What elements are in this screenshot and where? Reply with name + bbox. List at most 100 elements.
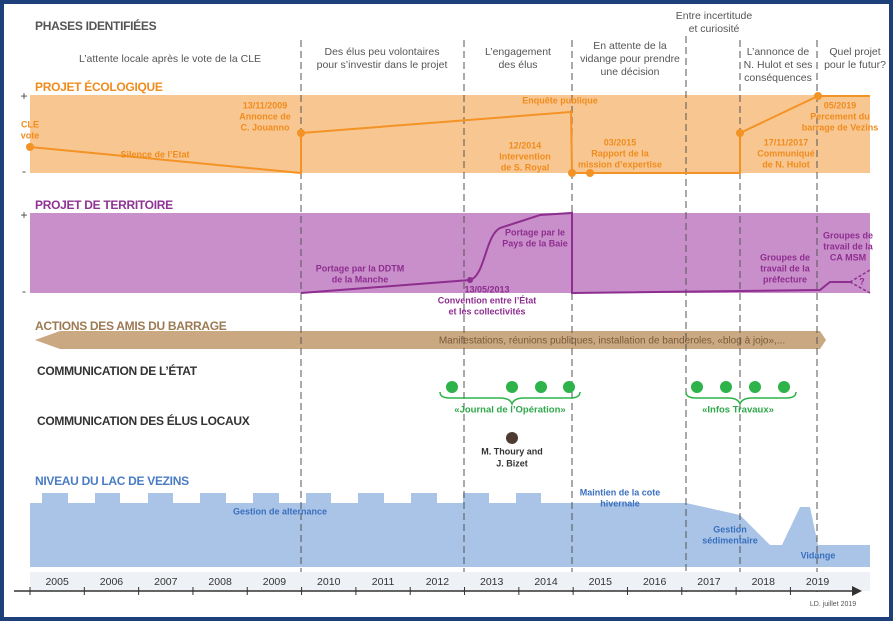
eco-label: CLE <box>21 119 39 129</box>
year-label: 2008 <box>208 576 232 588</box>
territory-label: CA MSM <box>830 252 866 262</box>
year-label: 2007 <box>154 576 178 588</box>
eco-label: Silence de l’Etat <box>120 149 189 159</box>
territory-label: Portage par le <box>505 227 565 237</box>
year-label: 2005 <box>45 576 69 588</box>
territory-label: de la Manche <box>332 274 389 284</box>
section-title: PROJET ÉCOLOGIQUE <box>35 79 163 94</box>
lake-label: Maintien de la cote <box>580 487 661 497</box>
eco-label: de S. Royal <box>501 162 550 172</box>
territory-line <box>300 211 850 295</box>
territory-label: et les collectivités <box>448 306 525 316</box>
territory-label: Groupes de <box>760 252 810 262</box>
year-label: 2019 <box>806 576 830 588</box>
phase-label: pour le futur? <box>824 59 886 71</box>
lake-label: Gestion <box>713 524 747 534</box>
actions-label: Manifestations, réunions publiques, inst… <box>439 336 785 347</box>
eco-band <box>30 95 870 173</box>
eco-label: Communiqué <box>757 148 815 158</box>
territory-label: Portage par la DDTM <box>316 263 405 273</box>
eco-markers <box>26 92 822 177</box>
territory-label: Groupes de <box>823 230 873 240</box>
eco-label: C. Jouanno <box>241 122 291 132</box>
lake-label: hivernale <box>600 498 640 508</box>
eco-label: Rapport de la <box>591 148 650 158</box>
phase-label: L’annonce de <box>747 46 810 58</box>
year-label: 2014 <box>534 576 558 588</box>
eco-label: Intervention <box>499 151 551 161</box>
eco-label: Percement du <box>810 111 870 121</box>
territory-label: préfecture <box>763 274 807 284</box>
phase-label: En attente de la <box>593 40 667 52</box>
year-label: 2006 <box>100 576 124 588</box>
axis-arrow <box>852 586 862 596</box>
section-title: COMMUNICATION DE L’ÉTAT <box>37 363 198 378</box>
eco-label: mission d’expertise <box>578 159 662 169</box>
year-label: 2013 <box>480 576 504 588</box>
section-title: ACTIONS DES AMIS DU BARRAGE <box>35 319 227 333</box>
eco-label: 12/2014 <box>509 140 542 150</box>
lake-label: Gestion de alternance <box>233 506 327 516</box>
phase-label: une décision <box>601 66 660 78</box>
year-label: 2011 <box>372 576 395 588</box>
phase-label: L’engagement <box>485 46 551 58</box>
territory-marker <box>467 277 473 283</box>
state-label: «Infos Travaux» <box>702 405 774 416</box>
eco-label: 13/11/2009 <box>243 100 288 110</box>
plus-sign: + <box>20 89 27 103</box>
eco-label: de N. Hulot <box>762 159 810 169</box>
phase-label: Quel projet <box>829 46 880 58</box>
territory-future <box>849 269 871 294</box>
territory-label: travail de la <box>823 241 874 251</box>
territory-label: Convention entre l’État <box>438 295 537 305</box>
credit: LD. juillet 2019 <box>810 601 856 608</box>
phase-label: conséquences <box>744 72 812 84</box>
state-braces <box>439 391 797 407</box>
eco-label: vote <box>21 130 40 140</box>
elus-label: J. Bizet <box>496 458 528 468</box>
phase-label: pour s’investir dans le projet <box>317 59 448 71</box>
territory-label: 13/05/2013 <box>464 284 509 294</box>
year-label: 2016 <box>643 576 667 588</box>
territory-label: Pays de la Baie <box>502 238 568 248</box>
phase-label: des élus <box>498 59 537 71</box>
title: PHASES IDENTIFIÉES <box>35 18 157 33</box>
lake-label: sédimentaire <box>702 535 758 545</box>
phase-label: L’attente locale après le vote de la CLE <box>79 53 261 65</box>
lake-label: Vidange <box>801 550 836 560</box>
minus-sign: - <box>22 164 26 178</box>
phase-label: Des élus peu volontaires <box>325 46 440 58</box>
territory-label: ? <box>859 276 865 286</box>
phase-label: N. Hulot et ses <box>744 59 813 71</box>
section-title: NIVEAU DU LAC DE VEZINS <box>35 474 189 488</box>
territory-band <box>30 213 870 293</box>
eco-label: 05/2019 <box>824 100 857 110</box>
eco-line <box>29 95 870 175</box>
section-title: PROJET DE TERRITOIRE <box>35 198 173 212</box>
minus-sign: - <box>22 284 26 298</box>
territory-label: travail de la <box>760 263 811 273</box>
actions-band <box>35 331 826 349</box>
year-label: 2018 <box>752 576 776 588</box>
eco-label: 03/2015 <box>604 137 637 147</box>
axis-band <box>30 572 870 591</box>
year-label: 2009 <box>263 576 287 588</box>
year-label: 2017 <box>697 576 721 588</box>
eco-label: Annonce de <box>239 111 291 121</box>
elus-label: M. Thoury and <box>481 446 543 456</box>
eco-label: barrage de Vezins <box>802 122 879 132</box>
state-dots <box>446 381 790 393</box>
eco-label: 17/11/2017 <box>764 137 809 147</box>
year-label: 2010 <box>317 576 341 588</box>
section-title: COMMUNICATION DES ÉLUS LOCAUX <box>37 413 250 428</box>
lake-area <box>30 493 870 567</box>
eco-label: Enquête publique <box>522 95 598 105</box>
elus-dot <box>506 432 518 444</box>
state-label: «Journal de l’Opération» <box>454 405 565 416</box>
phase-label: Entre incertitude <box>676 10 753 22</box>
year-label: 2012 <box>426 576 450 588</box>
phase-label: vidange pour prendre <box>580 53 680 65</box>
plus-sign: + <box>20 208 27 222</box>
year-label: 2015 <box>589 576 613 588</box>
